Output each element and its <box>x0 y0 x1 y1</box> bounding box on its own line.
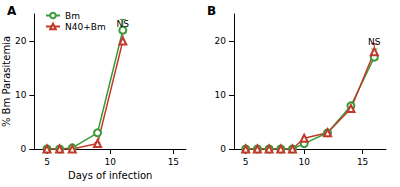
svg-text:10: 10 <box>104 157 116 167</box>
svg-text:Bm: Bm <box>65 11 80 21</box>
svg-text:10: 10 <box>298 157 310 167</box>
svg-text:15: 15 <box>357 157 368 167</box>
svg-text:N40+Bm: N40+Bm <box>65 22 106 32</box>
svg-text:20: 20 <box>215 36 227 46</box>
svg-text:15: 15 <box>168 157 179 167</box>
svg-text:20: 20 <box>15 36 27 46</box>
svg-text:B: B <box>207 4 216 18</box>
svg-text:5: 5 <box>243 157 249 167</box>
svg-text:0: 0 <box>21 144 27 154</box>
svg-text:NS: NS <box>368 37 381 47</box>
svg-text:NS: NS <box>117 19 130 29</box>
svg-text:0: 0 <box>220 144 226 154</box>
svg-text:10: 10 <box>15 90 27 100</box>
svg-text:10: 10 <box>215 90 227 100</box>
svg-text:A: A <box>7 4 17 18</box>
svg-text:% Bm Parasitemia: % Bm Parasitemia <box>1 36 12 127</box>
svg-text:Days of infection: Days of infection <box>68 170 152 181</box>
svg-text:5: 5 <box>44 157 50 167</box>
